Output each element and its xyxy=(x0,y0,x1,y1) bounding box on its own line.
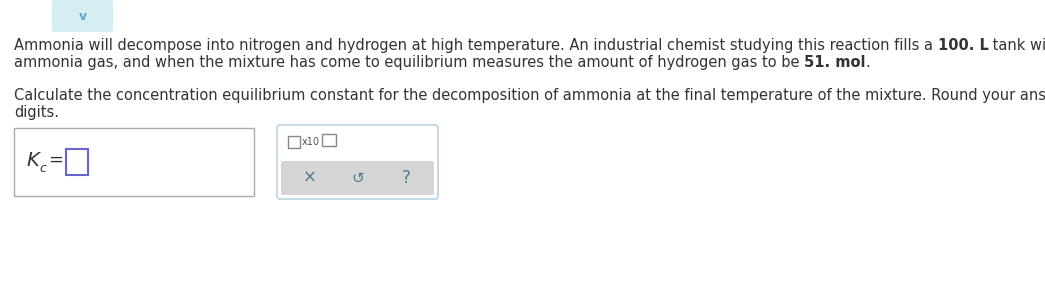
FancyBboxPatch shape xyxy=(52,0,113,32)
Bar xyxy=(288,136,300,148)
Text: $K$: $K$ xyxy=(26,150,42,169)
FancyBboxPatch shape xyxy=(277,125,438,199)
Text: ?: ? xyxy=(401,169,411,187)
Text: tank with: tank with xyxy=(989,38,1045,53)
Text: v: v xyxy=(78,11,87,23)
Text: =: = xyxy=(48,151,63,169)
FancyBboxPatch shape xyxy=(281,161,434,195)
Text: 100. L: 100. L xyxy=(937,38,989,53)
Text: Calculate the concentration equilibrium constant for the decomposition of ammoni: Calculate the concentration equilibrium … xyxy=(14,88,1045,103)
Text: ↺: ↺ xyxy=(351,170,365,185)
Text: $c$: $c$ xyxy=(39,162,48,175)
Bar xyxy=(66,149,88,175)
Text: Ammonia will decompose into nitrogen and hydrogen at high temperature. An indust: Ammonia will decompose into nitrogen and… xyxy=(14,38,937,53)
Bar xyxy=(322,134,336,146)
Text: ammonia gas, and when the mixture has come to equilibrium measures the amount of: ammonia gas, and when the mixture has co… xyxy=(14,55,804,70)
Text: ×: × xyxy=(303,169,317,187)
Text: x10: x10 xyxy=(302,137,320,147)
Text: .: . xyxy=(865,55,870,70)
Bar xyxy=(14,128,254,196)
Text: 51. mol: 51. mol xyxy=(804,55,865,70)
Text: digits.: digits. xyxy=(14,105,59,120)
